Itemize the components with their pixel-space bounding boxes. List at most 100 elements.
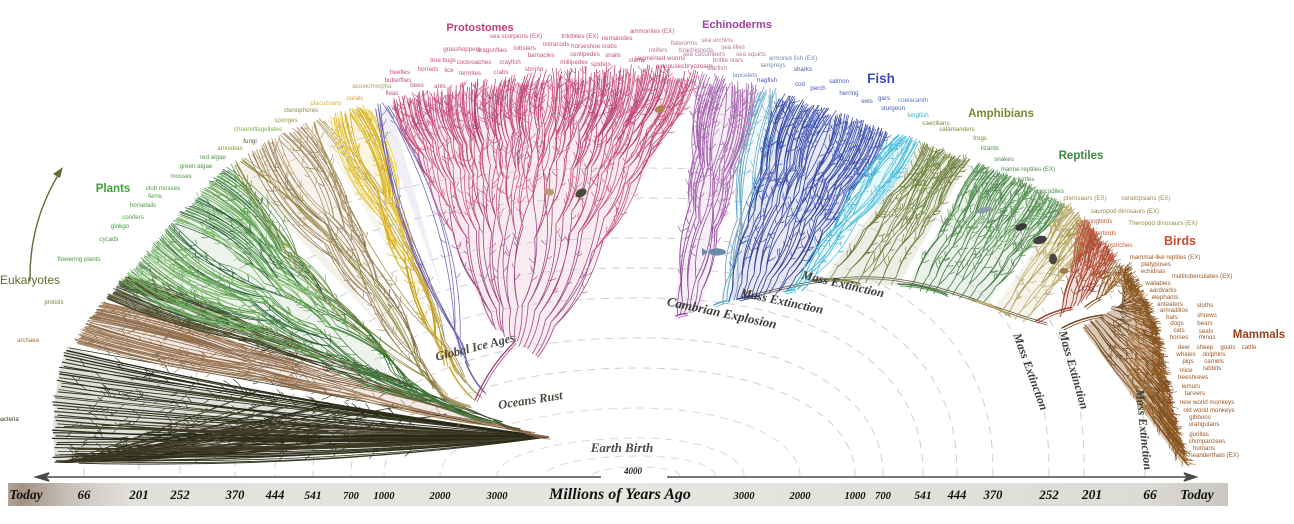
svg-text:dogs: dogs: [1170, 320, 1183, 327]
svg-text:Echinoderms: Echinoderms: [702, 19, 772, 31]
svg-text:rotifers: rotifers: [649, 47, 668, 54]
svg-text:true bugs: true bugs: [430, 57, 456, 64]
svg-text:neanderthals (EX): neanderthals (EX): [1189, 452, 1239, 459]
svg-text:lice: lice: [444, 67, 454, 74]
svg-text:sea urchins: sea urchins: [701, 37, 733, 44]
svg-text:dragonflies: dragonflies: [477, 47, 507, 54]
svg-text:700: 700: [343, 491, 360, 502]
svg-text:deer: deer: [1178, 344, 1190, 351]
svg-text:370: 370: [983, 488, 1004, 502]
svg-text:caecilians: caecilians: [922, 120, 949, 127]
svg-text:songbirds: songbirds: [1086, 218, 1113, 225]
svg-text:aardvarks: aardvarks: [1149, 287, 1176, 294]
svg-text:444: 444: [265, 488, 285, 502]
svg-text:2000: 2000: [429, 491, 452, 502]
svg-text:fleas: fleas: [385, 90, 398, 97]
svg-text:rabbits: rabbits: [1203, 365, 1222, 372]
svg-text:370: 370: [225, 488, 246, 502]
svg-text:multituberculates (EX): multituberculates (EX): [1172, 273, 1233, 280]
svg-text:Amphibians: Amphibians: [968, 108, 1034, 120]
svg-text:gorillas: gorillas: [1189, 431, 1209, 438]
svg-text:sauropod dinosaurs (EX): sauropod dinosaurs (EX): [1091, 208, 1159, 215]
svg-text:201: 201: [128, 487, 149, 502]
svg-text:marine reptiles (EX): marine reptiles (EX): [1001, 166, 1056, 173]
svg-text:platypuses: platypuses: [1141, 261, 1171, 268]
svg-text:amoebas: amoebas: [217, 145, 242, 152]
svg-text:snails: snails: [605, 52, 621, 59]
svg-text:hagfish: hagfish: [757, 77, 778, 84]
svg-text:Protostomes: Protostomes: [446, 22, 513, 34]
svg-text:pterosaurs (EX): pterosaurs (EX): [1063, 195, 1106, 202]
svg-text:66: 66: [1143, 487, 1157, 502]
svg-text:octopuses: octopuses: [656, 63, 684, 70]
svg-text:trilobites (EX): trilobites (EX): [561, 33, 598, 40]
svg-text:Theropod dinosaurs (EX): Theropod dinosaurs (EX): [1128, 220, 1197, 227]
svg-text:club mosses: club mosses: [146, 185, 180, 192]
svg-text:acoelomorpha: acoelomorpha: [352, 83, 392, 90]
svg-text:armored fish (EX): armored fish (EX): [769, 55, 817, 62]
svg-text:salamanders: salamanders: [939, 126, 974, 133]
svg-text:starfish: starfish: [707, 65, 728, 72]
svg-text:Today: Today: [1180, 487, 1214, 502]
svg-text:bears: bears: [1197, 320, 1212, 327]
svg-text:gars: gars: [878, 95, 890, 102]
svg-text:crocodiles: crocodiles: [1036, 188, 1064, 195]
svg-text:beetles: beetles: [390, 69, 410, 76]
svg-text:ammonites (EX): ammonites (EX): [630, 28, 674, 35]
svg-text:cattle: cattle: [1242, 344, 1257, 351]
svg-text:pigs: pigs: [1182, 358, 1193, 365]
svg-text:bees: bees: [410, 82, 423, 89]
svg-text:centipedes: centipedes: [570, 51, 600, 58]
svg-text:tarsiers: tarsiers: [1185, 390, 1205, 397]
svg-text:elephants: elephants: [1152, 294, 1179, 301]
svg-text:whales: whales: [1175, 351, 1195, 358]
svg-text:barnacles: barnacles: [528, 52, 555, 59]
svg-text:sloths: sloths: [1197, 302, 1213, 309]
svg-text:lemurs: lemurs: [1182, 383, 1201, 390]
svg-text:sea cucumbers: sea cucumbers: [683, 51, 725, 58]
svg-text:new world monkeys: new world monkeys: [1180, 399, 1234, 406]
svg-text:shrimp: shrimp: [525, 66, 544, 73]
svg-text:bryozoans: bryozoans: [685, 63, 714, 70]
svg-text:ostracods: ostracods: [543, 41, 570, 48]
svg-text:termites: termites: [459, 70, 481, 77]
svg-text:1000: 1000: [845, 491, 867, 502]
svg-text:lampreys: lampreys: [760, 62, 785, 69]
svg-text:lobsters: lobsters: [514, 45, 536, 52]
svg-text:cockroaches: cockroaches: [457, 59, 492, 66]
svg-text:ants: ants: [434, 83, 446, 90]
svg-text:700: 700: [875, 491, 892, 502]
svg-text:frogs: frogs: [973, 135, 987, 142]
svg-text:segmented worms: segmented worms: [635, 55, 686, 62]
svg-text:anteaters: anteaters: [1157, 301, 1183, 308]
svg-text:3000: 3000: [486, 491, 509, 502]
svg-text:mosses: mosses: [170, 173, 191, 180]
svg-text:grasshoppers: grasshoppers: [443, 46, 481, 53]
svg-text:dolphins: dolphins: [1202, 351, 1225, 358]
svg-text:snakes: snakes: [994, 156, 1014, 163]
svg-text:echidnas: echidnas: [1141, 268, 1166, 275]
svg-text:66: 66: [78, 487, 92, 502]
svg-text:Birds: Birds: [1164, 234, 1196, 248]
svg-text:ginkgo: ginkgo: [111, 223, 130, 230]
svg-text:201: 201: [1081, 487, 1102, 502]
svg-text:fungi: fungi: [243, 138, 256, 145]
svg-text:bats: bats: [1166, 314, 1178, 321]
svg-text:millipedes: millipedes: [560, 59, 588, 66]
svg-text:lancelets: lancelets: [733, 72, 757, 79]
svg-text:conifers: conifers: [122, 214, 144, 221]
svg-text:butterflies: butterflies: [385, 77, 412, 84]
svg-text:Mammals: Mammals: [1233, 329, 1285, 341]
svg-text:252: 252: [169, 487, 190, 502]
svg-text:Fish: Fish: [867, 71, 895, 86]
svg-text:mammal-like reptiles (EX): mammal-like reptiles (EX): [1130, 254, 1201, 261]
svg-text:humans: humans: [1193, 445, 1215, 452]
svg-text:horsetails: horsetails: [130, 202, 156, 209]
svg-text:red algae: red algae: [200, 154, 226, 161]
svg-text:ferns: ferns: [148, 193, 162, 200]
svg-text:cycads: cycads: [99, 236, 118, 243]
svg-text:brittle stars: brittle stars: [713, 57, 743, 64]
svg-text:brachiopods: brachiopods: [679, 47, 713, 54]
svg-text:treeshrews: treeshrews: [1178, 374, 1208, 381]
svg-text:horseshoe crabs: horseshoe crabs: [571, 43, 617, 50]
